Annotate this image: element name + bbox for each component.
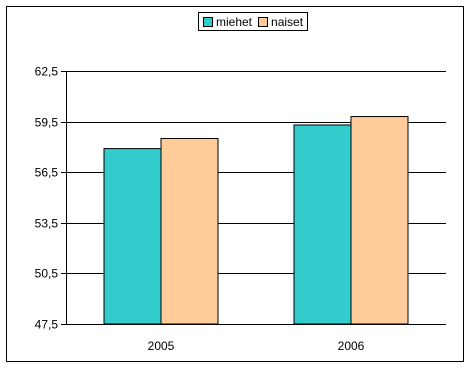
legend-swatch-naiset — [258, 16, 269, 27]
bar-miehet-2005 — [103, 148, 162, 325]
bar-miehet-2006 — [293, 124, 352, 325]
bar-naiset-2006 — [350, 116, 409, 325]
bar-naiset-2005 — [160, 137, 219, 325]
y-tick-label: 53,5 — [35, 217, 59, 231]
legend: miehet naiset — [198, 12, 309, 31]
y-tick-label: 62,5 — [35, 65, 59, 79]
x-tick-label: 2005 — [148, 339, 175, 353]
y-tick-label: 56,5 — [35, 166, 59, 180]
legend-item-naiset: naiset — [258, 15, 303, 29]
x-tick-label: 2006 — [338, 339, 365, 353]
legend-label-miehet: miehet — [216, 14, 253, 29]
legend-label-naiset: naiset — [271, 14, 304, 29]
y-tick-label: 59,5 — [35, 116, 59, 130]
legend-swatch-miehet — [203, 16, 213, 27]
y-tick-label: 50,5 — [35, 267, 59, 281]
legend-item-miehet: miehet — [203, 15, 252, 29]
y-tick-label: 47,5 — [35, 318, 59, 332]
